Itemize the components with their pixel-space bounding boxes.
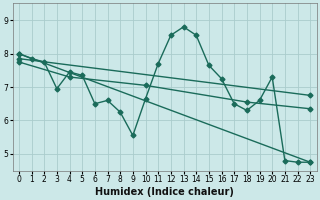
X-axis label: Humidex (Indice chaleur): Humidex (Indice chaleur) xyxy=(95,187,234,197)
